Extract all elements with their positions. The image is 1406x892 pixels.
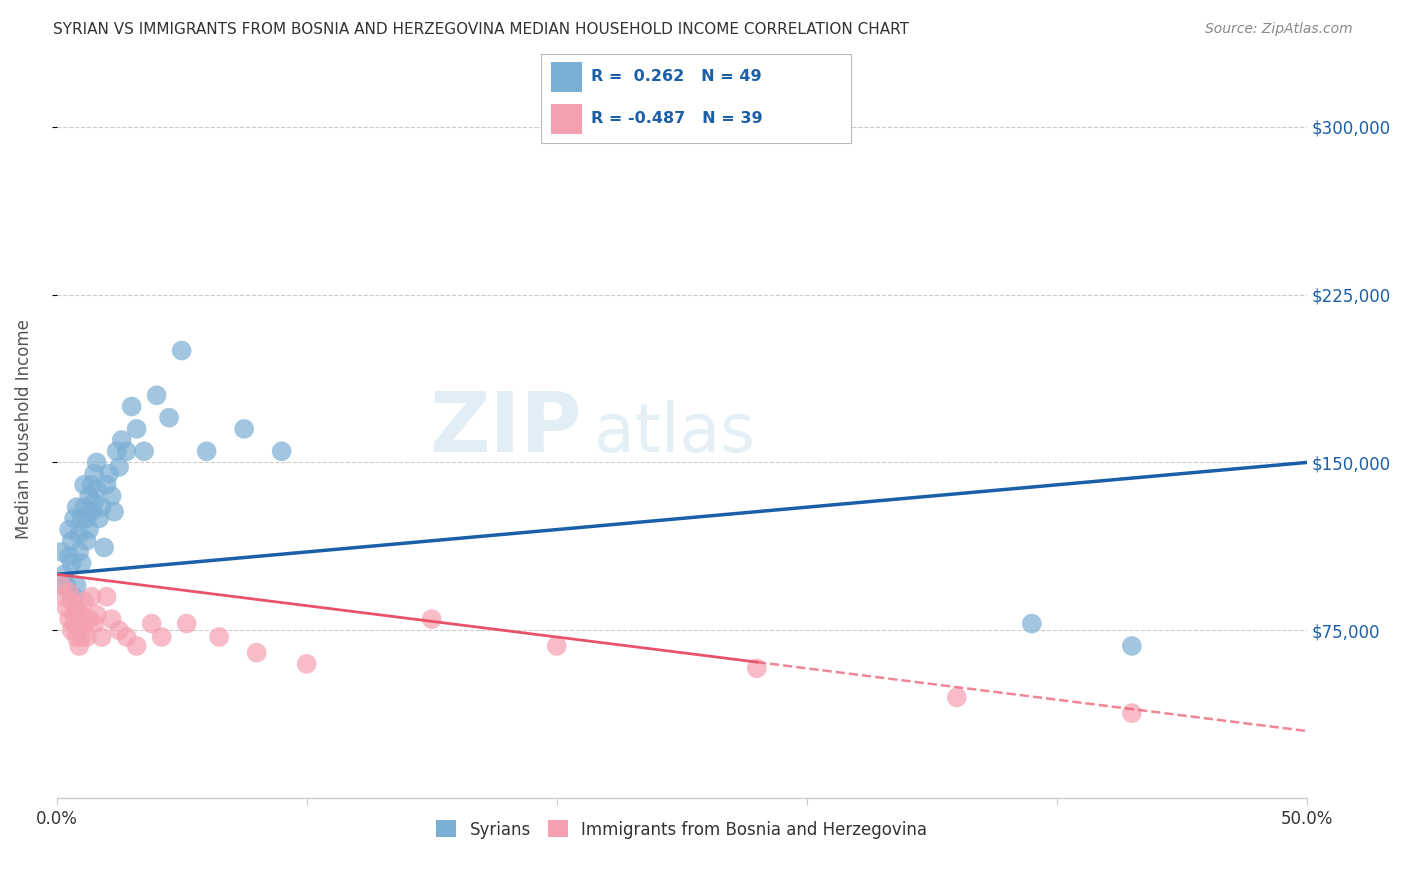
Point bbox=[55, 601, 77, 615]
Point bbox=[77, 612, 100, 626]
Point bbox=[86, 455, 108, 469]
Point bbox=[76, 511, 98, 525]
Point bbox=[76, 630, 98, 644]
Point bbox=[63, 607, 86, 622]
Point bbox=[105, 444, 128, 458]
Point bbox=[65, 578, 87, 592]
Point bbox=[67, 639, 90, 653]
Point bbox=[87, 511, 110, 525]
Point bbox=[98, 467, 121, 481]
Point bbox=[295, 657, 318, 671]
Point bbox=[53, 590, 76, 604]
Point bbox=[170, 343, 193, 358]
Point bbox=[93, 541, 115, 555]
Point bbox=[121, 400, 143, 414]
Text: Source: ZipAtlas.com: Source: ZipAtlas.com bbox=[1205, 22, 1353, 37]
Point bbox=[77, 523, 100, 537]
Point bbox=[58, 549, 80, 564]
Point bbox=[73, 616, 96, 631]
Point bbox=[96, 478, 118, 492]
Point bbox=[80, 505, 103, 519]
Point bbox=[90, 630, 112, 644]
Point bbox=[150, 630, 173, 644]
Point bbox=[103, 505, 125, 519]
Point bbox=[86, 483, 108, 497]
Point bbox=[65, 630, 87, 644]
Point bbox=[141, 616, 163, 631]
Point bbox=[63, 616, 86, 631]
Point bbox=[70, 556, 93, 570]
Point bbox=[67, 616, 90, 631]
Point bbox=[65, 601, 87, 615]
Point bbox=[111, 433, 134, 447]
FancyBboxPatch shape bbox=[551, 62, 582, 92]
Point bbox=[125, 422, 148, 436]
Point bbox=[108, 459, 131, 474]
Text: SYRIAN VS IMMIGRANTS FROM BOSNIA AND HERZEGOVINA MEDIAN HOUSEHOLD INCOME CORRELA: SYRIAN VS IMMIGRANTS FROM BOSNIA AND HER… bbox=[53, 22, 910, 37]
Point bbox=[946, 690, 969, 705]
Point bbox=[83, 467, 105, 481]
Point bbox=[100, 612, 122, 626]
Point bbox=[58, 523, 80, 537]
Point bbox=[53, 567, 76, 582]
Point bbox=[70, 607, 93, 622]
Text: atlas: atlas bbox=[595, 400, 755, 466]
Point bbox=[195, 444, 218, 458]
Point bbox=[60, 533, 83, 548]
Point bbox=[125, 639, 148, 653]
Y-axis label: Median Household Income: Median Household Income bbox=[15, 319, 32, 539]
Point bbox=[90, 500, 112, 515]
Point bbox=[745, 661, 768, 675]
Point bbox=[1121, 639, 1143, 653]
Point bbox=[115, 630, 138, 644]
Text: ZIP: ZIP bbox=[429, 388, 582, 469]
Point bbox=[208, 630, 231, 644]
Point bbox=[80, 478, 103, 492]
Point bbox=[60, 594, 83, 608]
Point bbox=[51, 578, 73, 592]
Point bbox=[63, 511, 86, 525]
Point bbox=[115, 444, 138, 458]
Point bbox=[70, 511, 93, 525]
Point bbox=[77, 489, 100, 503]
Point bbox=[100, 489, 122, 503]
Point bbox=[67, 545, 90, 559]
Text: R =  0.262   N = 49: R = 0.262 N = 49 bbox=[591, 70, 762, 84]
Point bbox=[55, 578, 77, 592]
Point bbox=[108, 624, 131, 638]
Point bbox=[83, 496, 105, 510]
Point bbox=[1121, 706, 1143, 720]
Point bbox=[58, 612, 80, 626]
Point bbox=[246, 646, 269, 660]
Point bbox=[65, 500, 87, 515]
Point bbox=[134, 444, 156, 458]
Legend: Syrians, Immigrants from Bosnia and Herzegovina: Syrians, Immigrants from Bosnia and Herz… bbox=[430, 814, 934, 846]
Point bbox=[73, 478, 96, 492]
Point bbox=[60, 556, 83, 570]
Point bbox=[176, 616, 198, 631]
Point bbox=[80, 590, 103, 604]
Point bbox=[96, 590, 118, 604]
Point bbox=[83, 616, 105, 631]
Point bbox=[546, 639, 568, 653]
Point bbox=[1021, 616, 1043, 631]
Point bbox=[157, 410, 180, 425]
Point bbox=[73, 500, 96, 515]
Text: R = -0.487   N = 39: R = -0.487 N = 39 bbox=[591, 112, 762, 126]
Point bbox=[233, 422, 256, 436]
Point bbox=[58, 585, 80, 599]
FancyBboxPatch shape bbox=[551, 104, 582, 134]
Point bbox=[86, 607, 108, 622]
Point bbox=[270, 444, 292, 458]
Point bbox=[145, 388, 167, 402]
Point bbox=[70, 630, 93, 644]
Point bbox=[420, 612, 443, 626]
Point bbox=[76, 533, 98, 548]
Point bbox=[60, 624, 83, 638]
Point bbox=[51, 545, 73, 559]
Point bbox=[63, 590, 86, 604]
Point bbox=[73, 594, 96, 608]
Point bbox=[67, 527, 90, 541]
